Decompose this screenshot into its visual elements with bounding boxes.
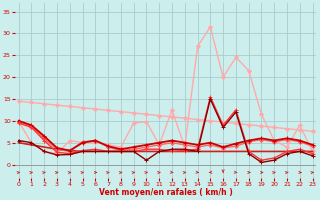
- Bar: [15, 165, 316, 178]
- X-axis label: Vent moyen/en rafales ( km/h ): Vent moyen/en rafales ( km/h ): [99, 188, 232, 197]
